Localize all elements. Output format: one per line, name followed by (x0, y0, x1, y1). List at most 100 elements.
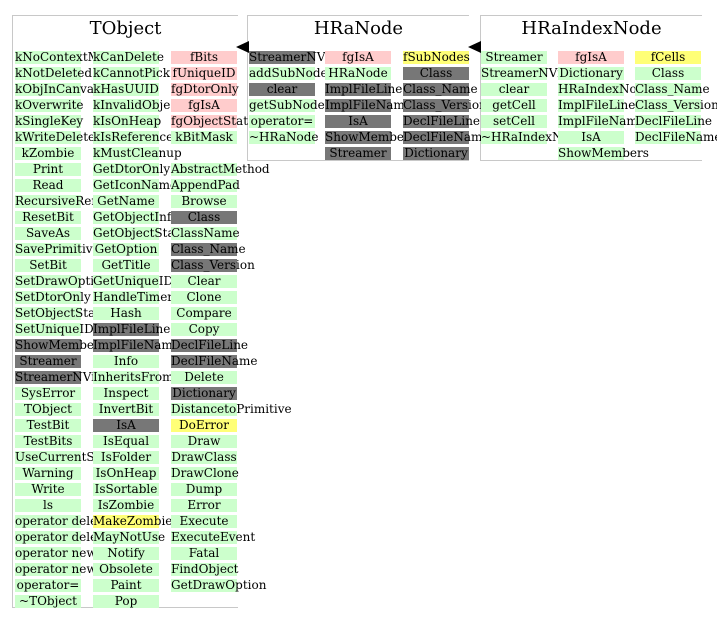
member-cell: operator= (15, 578, 81, 592)
member-cell: GetDtorOnly (93, 162, 171, 176)
member-cell: fgDtorOnly (171, 82, 239, 96)
member-cell: GetUniqueID (93, 274, 174, 288)
inheritance-arrow-icon (236, 41, 249, 53)
member-cell: GetName (93, 195, 159, 208)
member-cell: fUniqueID (171, 66, 237, 80)
member-cell: Pop (93, 595, 159, 608)
member-cell: kSingleKey (15, 114, 84, 128)
member-cell: DistancetoPrimitive (171, 402, 292, 416)
member-cell: HandleTimer (93, 290, 174, 304)
member-cell: DeclFileLine (403, 114, 481, 128)
member-cell: Hash (93, 307, 159, 320)
member-cell: Dictionary (171, 386, 237, 400)
member-cell: GetOption (93, 242, 159, 256)
member-cell: Write (15, 483, 81, 496)
member-cell: StreamerNVirtual (481, 66, 591, 80)
member-cell: DeclFileLine (171, 338, 249, 352)
member-cell: IsOnHeap (93, 467, 159, 480)
member-cell: GetIconName (93, 178, 178, 192)
member-cell: operator new[] (15, 562, 106, 576)
member-cell: Class (171, 211, 237, 224)
member-cell: IsA (325, 115, 391, 128)
member-cell: TestBit (15, 419, 81, 432)
member-cell: Info (93, 355, 159, 368)
member-cell: fCells (635, 51, 701, 64)
member-cell: StreamerNVirtual (249, 50, 359, 64)
member-cell: Fatal (171, 547, 237, 560)
member-cell: kZombie (15, 147, 81, 160)
member-cell: SetObjectStat (15, 306, 101, 320)
member-cell: kCannotPick (93, 66, 171, 80)
member-cell: DoError (171, 419, 237, 432)
member-cell: ImplFileName (325, 98, 412, 112)
member-cell: TObject (15, 403, 81, 416)
member-cell (171, 147, 237, 160)
member-cell: Copy (171, 323, 237, 336)
member-cell: HRaIndexNode (558, 82, 652, 96)
class-box-hranode: HRaNode (247, 15, 469, 161)
member-cell: Class (403, 67, 469, 80)
class-box-hraindexnode: HRaIndexNode (480, 15, 702, 161)
member-cell: ShowMembers (558, 146, 649, 160)
member-cell: Dictionary (558, 66, 624, 80)
member-cell: kBitMask (171, 131, 237, 144)
member-cell: fgIsA (558, 51, 624, 64)
member-cell: InheritsFrom (93, 370, 174, 384)
member-cell: MakeZombie (93, 514, 173, 528)
member-cell: Class_Version (171, 258, 255, 272)
member-cell: getSubNode (249, 98, 325, 112)
member-cell: kInvalidObject (93, 98, 182, 112)
member-cell: SetUniqueID (15, 322, 94, 336)
member-cell: SavePrimitive (15, 242, 100, 256)
class-title: TObject (89, 18, 162, 39)
member-cell: Draw (171, 435, 237, 448)
member-cell: ImplFileName (93, 338, 180, 352)
member-cell: ~HRaIndexNode (481, 130, 585, 144)
member-cell: ShowMembers (15, 338, 106, 352)
member-cell: ShowMembers (325, 130, 416, 144)
member-cell: DeclFileName (171, 354, 258, 368)
member-cell: Print (15, 163, 81, 176)
member-cell: Class (635, 67, 701, 80)
member-cell: ResetBit (15, 211, 81, 224)
member-cell: Clear (171, 275, 237, 288)
member-cell: SetDrawOption (15, 274, 110, 288)
member-cell: clear (481, 83, 547, 96)
member-cell: SetBit (15, 259, 81, 272)
member-cell: IsSortable (93, 482, 159, 496)
member-cell: Class_Version (403, 98, 487, 112)
member-cell: SetDtorOnly (15, 290, 91, 304)
member-cell: kMustCleanup (93, 146, 182, 160)
member-cell: IsFolder (93, 451, 159, 464)
member-cell: ImplFileLine (325, 82, 403, 96)
member-cell: StreamerNVirtual (15, 370, 125, 384)
member-cell: RecursiveRemove (15, 194, 124, 208)
class-title: HRaIndexNode (521, 18, 662, 39)
member-cell: ls (15, 499, 81, 512)
member-cell: kIsOnHeap (93, 114, 162, 128)
member-cell: FindObject (171, 562, 239, 576)
member-cell: Class_Name (635, 82, 710, 96)
member-cell: AppendPad (171, 178, 240, 192)
member-cell: kOverwrite (15, 98, 84, 112)
member-cell: SaveAs (15, 227, 81, 240)
member-cell: kIsReferenced (93, 130, 181, 144)
member-cell: DrawClone (171, 466, 239, 480)
member-cell: fgObjectStat (171, 114, 249, 128)
member-cell: kCanDelete (93, 50, 164, 64)
member-cell: Clone (171, 291, 237, 304)
member-cell: kNotDeleted (15, 66, 93, 80)
member-cell: TestBits (15, 435, 81, 448)
member-cell: Obsolete (93, 563, 159, 576)
member-cell: kObjInCanvas (15, 82, 101, 96)
member-cell: addSubNode (249, 66, 328, 80)
member-cell: setCell (481, 115, 547, 128)
member-cell: fgIsA (325, 51, 391, 64)
member-cell: Execute (171, 515, 237, 528)
member-cell: GetObjectInfo (93, 210, 179, 224)
member-cell: getCell (481, 99, 547, 112)
member-cell: fSubNodes (403, 50, 470, 64)
member-cell: Browse (171, 195, 237, 208)
member-cell: IsA (558, 131, 624, 144)
member-cell: kWriteDelete (15, 130, 96, 144)
